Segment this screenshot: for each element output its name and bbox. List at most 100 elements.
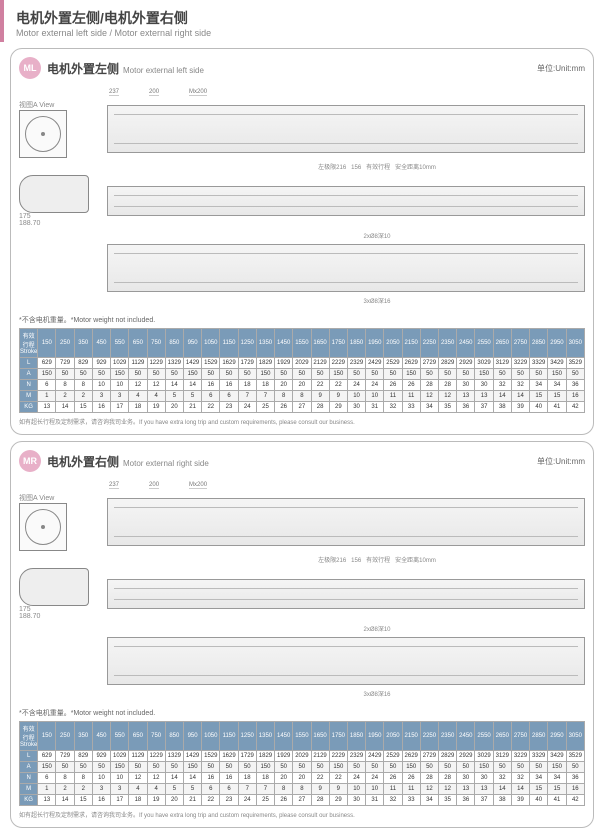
cell: 6 (220, 784, 238, 795)
cell: 15 (548, 391, 566, 402)
view-label: 视图A View (19, 100, 99, 110)
badge-ml: ML (19, 57, 41, 79)
row-key: M (20, 391, 38, 402)
cell: 18 (129, 795, 147, 806)
th-val: 1050 (202, 722, 220, 751)
header-en: Motor external left side / Motor externa… (16, 28, 592, 38)
cell: 50 (129, 762, 147, 773)
th-val: 2850 (530, 329, 548, 358)
th-val: 1650 (311, 722, 329, 751)
cell: 15 (548, 784, 566, 795)
cell: 32 (511, 773, 529, 784)
cell: 2529 (384, 751, 402, 762)
cell: 50 (293, 369, 311, 380)
cell: 8 (74, 773, 92, 784)
cell: 6 (202, 391, 220, 402)
cell: 18 (238, 773, 256, 784)
cell: 32 (384, 795, 402, 806)
cell: 10 (111, 380, 129, 391)
th-val: 2250 (420, 722, 438, 751)
th-val: 1750 (329, 722, 347, 751)
cell: 50 (165, 369, 183, 380)
th-val: 2150 (402, 329, 420, 358)
cell: 31 (366, 795, 384, 806)
th-val: 1850 (347, 329, 365, 358)
section-title: 电机外置左侧Motor external left side (47, 60, 204, 77)
cell: 10 (111, 773, 129, 784)
cell: 31 (366, 402, 384, 413)
cell: 10 (347, 391, 365, 402)
cell: 29 (329, 795, 347, 806)
row-key: N (20, 380, 38, 391)
dim-top: 237200Mx200 (19, 89, 585, 96)
cell: 13 (475, 784, 493, 795)
cell: 1229 (147, 751, 165, 762)
cell: 5 (183, 391, 201, 402)
th-val: 1550 (293, 722, 311, 751)
th-val: 250 (56, 329, 74, 358)
cell: 16 (220, 380, 238, 391)
bolt2-label: 3xØ8深16 (19, 296, 585, 305)
cell: 3 (92, 784, 110, 795)
cell: 18 (129, 402, 147, 413)
cell: 28 (311, 402, 329, 413)
cell: 24 (347, 380, 365, 391)
th-val: 1850 (347, 722, 365, 751)
slide-profile (107, 579, 585, 609)
th-val: 950 (183, 329, 201, 358)
cell: 26 (384, 380, 402, 391)
cell: 4 (147, 391, 165, 402)
cell: 929 (92, 358, 110, 369)
cell: 14 (493, 391, 511, 402)
cell: 2 (56, 784, 74, 795)
cell: 629 (38, 751, 56, 762)
cell: 28 (420, 773, 438, 784)
cell: 14 (183, 773, 201, 784)
cell: 50 (147, 369, 165, 380)
cell: 1529 (202, 751, 220, 762)
cell: 35 (439, 402, 457, 413)
cell: 3229 (511, 751, 529, 762)
cell: 14 (165, 380, 183, 391)
cell: 1129 (129, 358, 147, 369)
cell: 41 (548, 402, 566, 413)
th-val: 2050 (384, 329, 402, 358)
panel-ml: ML电机外置左侧Motor external left side单位:Unit:… (10, 48, 594, 435)
cell: 2929 (457, 751, 475, 762)
cell: 1429 (183, 358, 201, 369)
cell: 36 (457, 795, 475, 806)
cell: 1829 (256, 358, 274, 369)
cell: 1729 (238, 751, 256, 762)
cell: 14 (493, 784, 511, 795)
cell: 50 (439, 369, 457, 380)
cell: 5 (183, 784, 201, 795)
th-val: 1250 (238, 329, 256, 358)
cell: 28 (439, 380, 457, 391)
slide-top (107, 498, 585, 546)
cell: 22 (311, 773, 329, 784)
cell: 150 (329, 369, 347, 380)
cell: 20 (275, 380, 293, 391)
cell: 150 (402, 762, 420, 773)
cell: 20 (293, 380, 311, 391)
row-key: L (20, 751, 38, 762)
th-val: 1350 (256, 329, 274, 358)
cell: 50 (457, 762, 475, 773)
cell: 12 (147, 380, 165, 391)
cell: 6 (202, 784, 220, 795)
cell: 2629 (402, 751, 420, 762)
cell: 39 (511, 402, 529, 413)
cell: 37 (475, 795, 493, 806)
th-val: 1350 (256, 722, 274, 751)
th-val: 1450 (275, 329, 293, 358)
footnote: 如有超长行程及定制需求，请咨询我司业务。If you have extra lo… (19, 417, 585, 426)
cell: 12 (129, 773, 147, 784)
cell: 50 (165, 762, 183, 773)
cell: 3 (92, 391, 110, 402)
cell: 7 (256, 784, 274, 795)
view-label: 视图A View (19, 493, 99, 503)
footnote: 如有超长行程及定制需求，请咨询我司业务。If you have extra lo… (19, 810, 585, 819)
cell: 22 (329, 773, 347, 784)
dim-mid: 左极限216 156 有效行程 安全距离10mm (19, 555, 585, 564)
cell: 1029 (111, 751, 129, 762)
